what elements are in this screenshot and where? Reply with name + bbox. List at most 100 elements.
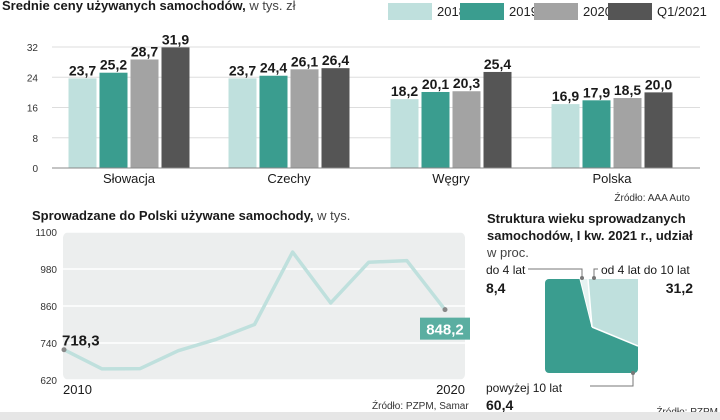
chart2-source: Źródło: PZPM, Samar (372, 401, 469, 412)
bar-value-label-Węgry-2018: 18,2 (391, 83, 418, 99)
bar-Słowacja-Q1/2021 (161, 47, 190, 168)
chart2-title-unit: w tys. (313, 208, 351, 223)
line-point-2019 (405, 259, 409, 262)
bar-value-label-Czechy-2018: 23,7 (229, 62, 256, 78)
line-point-2013 (177, 349, 180, 352)
chart1-title: Średnie ceny używanych samochodów, w tys… (2, 0, 296, 15)
chart3-title: Struktura wieku sprowadzanych samochodów… (487, 210, 693, 261)
age-slice-divider-3 (591, 326, 639, 347)
xtick-label-2010: 2010 (63, 382, 92, 397)
chart1-title-unit: w tys. zł (245, 0, 296, 13)
bar-value-label-Czechy-2019: 24,4 (260, 60, 287, 76)
line-start-value-label: 718,3 (62, 333, 100, 350)
chart3-title-line1: Struktura wieku sprowadzanych (487, 211, 686, 226)
bottom-rule (0, 412, 720, 420)
legend-label-q1-2021: Q1/2021 (657, 3, 707, 19)
ytick-label-16: 16 (27, 104, 39, 115)
bar-value-label-Węgry-2020: 20,3 (453, 75, 480, 91)
bar-Polska-2018 (551, 104, 580, 168)
bar-value-label-Polska-2019: 17,9 (583, 84, 610, 100)
line-point-2018 (367, 261, 370, 264)
legend-label-2018: 2018 (437, 3, 466, 19)
slice-name-powyzej-10-lat: powyżej 10 lat (486, 381, 563, 395)
leader-do-4-lat (528, 268, 583, 278)
leader-dot-od-4-do-10-lat (592, 276, 596, 280)
leader-dot-powyzej-10-lat (631, 371, 635, 375)
bar-Czechy-2019 (259, 75, 288, 168)
chart2-title: Sprowadzane do Polski używane samochody,… (32, 207, 350, 225)
legend-label-2020: 2020 (583, 3, 612, 19)
chart3-title-unit: w proc. (487, 245, 529, 260)
slice-name-od-4-do-10-lat: od 4 lat do 10 lat (601, 263, 690, 277)
age-slice-divider-2 (579, 278, 593, 328)
category-label-Czechy: Czechy (267, 171, 311, 186)
leader-dot-do-4-lat (580, 276, 584, 280)
bar-Czechy-2018 (228, 78, 257, 168)
bar-value-label-Czechy-Q1/2021: 26,4 (322, 52, 349, 68)
line-end-marker (442, 307, 448, 313)
bar-Polska-Q1/2021 (644, 92, 673, 168)
legend-item-2020: 2020 (534, 2, 612, 20)
legend-item-2018: 2018 (388, 2, 466, 20)
legend-swatch-q1-2021 (608, 2, 652, 20)
ytick-label-8: 8 (32, 134, 38, 145)
legend-item-2019: 2019 (460, 2, 538, 20)
line-point-2015 (253, 323, 256, 326)
legend-swatch-2020 (534, 2, 578, 20)
line-point-2012 (139, 367, 142, 370)
bar-Polska-2019 (582, 100, 611, 168)
leader-od-4-do-10-lat (593, 268, 598, 278)
chart2-title-text: Sprowadzane do Polski używane samochody, (32, 208, 314, 223)
line-chart: 620 740 860 980 1100 718,3 848,2 2010 2020 (35, 228, 470, 397)
ytick-label-24: 24 (27, 73, 39, 84)
bar-Czechy-Q1/2021 (321, 68, 350, 168)
slice-value-od-4-do-10-lat: 31,2 (666, 280, 693, 296)
line-point-2014 (215, 338, 218, 341)
line-ytick-label-980: 980 (40, 265, 57, 276)
leader-powyzej-10-lat (590, 373, 634, 387)
line-ytick-label-860: 860 (40, 302, 57, 313)
line-ytick-label-1100: 1100 (35, 228, 57, 239)
slice-name-do-4-lat: do 4 lat (486, 263, 526, 277)
legend-item-q1-2021: Q1/2021 (608, 2, 707, 20)
bar-value-label-Słowacja-Q1/2021: 31,9 (162, 31, 189, 47)
line-point-2011 (100, 367, 104, 371)
legend-label-2019: 2019 (509, 3, 538, 19)
legend-swatch-2019 (460, 2, 504, 20)
bar-value-label-Słowacja-2020: 28,7 (131, 43, 158, 59)
ytick-label-32: 32 (27, 43, 39, 54)
category-label-Słowacja: Słowacja (103, 171, 156, 186)
bar-value-label-Słowacja-2018: 23,7 (69, 62, 96, 78)
line-end-value-box (420, 317, 470, 340)
age-slice-divider-1 (587, 278, 593, 328)
pie-chart: do 4 lat 8,4 od 4 lat do 10 lat 31,2 powyżej… (486, 263, 718, 418)
line-end-value-label: 848,2 (426, 322, 464, 339)
xtick-label-2020: 2020 (436, 382, 465, 397)
line-point-2016 (291, 250, 294, 254)
chart1-source: Źródło: AAA Auto (614, 193, 690, 204)
category-label-Węgry: Węgry (432, 171, 470, 186)
line-start-marker (61, 347, 67, 353)
slice-value-do-4-lat: 8,4 (486, 280, 506, 296)
bar-Węgry-Q1/2021 (483, 71, 512, 168)
bar-Węgry-2019 (421, 91, 450, 168)
bar-Węgry-2018 (390, 99, 419, 168)
bar-Słowacja-2019 (99, 72, 128, 168)
bar-value-label-Czechy-2020: 26,1 (291, 53, 318, 69)
bar-value-label-Węgry-Q1/2021: 25,4 (484, 56, 511, 72)
chart1-title-text: Średnie ceny używanych samochodów, (2, 0, 246, 13)
category-label-Polska: Polska (592, 171, 632, 186)
bar-Czechy-2020 (290, 69, 319, 168)
legend-swatch-2018 (388, 2, 432, 20)
bar-value-label-Węgry-2019: 20,1 (422, 76, 449, 92)
chart3-title-line2: samochodów, I kw. 2021 r., udział (487, 228, 693, 243)
bar-Polska-2020 (613, 98, 642, 168)
line-ytick-label-620: 620 (40, 376, 57, 387)
line-point-2017 (329, 301, 332, 305)
bar-Słowacja-2018 (68, 78, 97, 168)
bar-value-label-Polska-2018: 16,9 (552, 88, 579, 104)
bar-Węgry-2020 (452, 91, 481, 168)
line-ytick-label-740: 740 (40, 339, 57, 350)
bar-value-label-Polska-2020: 18,5 (614, 82, 641, 98)
